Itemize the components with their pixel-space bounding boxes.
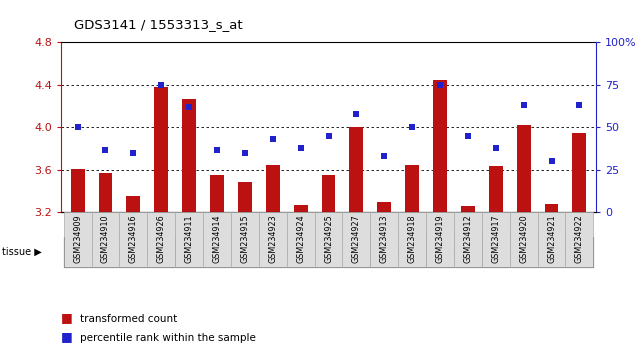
- Bar: [175, 237, 370, 267]
- Bar: [231, 212, 259, 267]
- Text: GSM234925: GSM234925: [324, 214, 333, 263]
- Text: cecum: cecum: [440, 248, 468, 257]
- Point: [546, 159, 556, 164]
- Bar: [370, 237, 426, 267]
- Bar: [398, 212, 426, 267]
- Bar: [294, 205, 308, 212]
- Bar: [175, 212, 203, 267]
- Text: GSM234914: GSM234914: [213, 214, 222, 263]
- Text: GSM234911: GSM234911: [185, 214, 194, 263]
- Bar: [510, 212, 538, 267]
- Bar: [99, 173, 112, 212]
- Bar: [405, 165, 419, 212]
- Bar: [238, 182, 252, 212]
- Text: sigmoid colon: sigmoid colon: [90, 248, 149, 257]
- Point: [184, 104, 194, 110]
- Bar: [342, 212, 370, 267]
- Point: [101, 147, 111, 152]
- Bar: [538, 212, 565, 267]
- Bar: [482, 237, 594, 267]
- Text: GSM234916: GSM234916: [129, 214, 138, 263]
- Text: ascending colon: ascending colon: [364, 248, 433, 257]
- Bar: [287, 212, 315, 267]
- Text: GSM234920: GSM234920: [519, 214, 528, 263]
- Bar: [565, 212, 594, 267]
- Text: rectum: rectum: [258, 248, 288, 257]
- Bar: [71, 169, 85, 212]
- Bar: [259, 212, 287, 267]
- Text: GSM234917: GSM234917: [491, 214, 500, 263]
- Bar: [426, 212, 454, 267]
- Text: GSM234927: GSM234927: [352, 214, 361, 263]
- Bar: [349, 127, 363, 212]
- Bar: [572, 133, 587, 212]
- Text: GSM234910: GSM234910: [101, 214, 110, 263]
- Text: GSM234913: GSM234913: [379, 214, 388, 263]
- Bar: [454, 212, 482, 267]
- Bar: [126, 196, 140, 212]
- Bar: [482, 212, 510, 267]
- Bar: [63, 237, 175, 267]
- Point: [156, 82, 167, 88]
- Bar: [315, 212, 342, 267]
- Bar: [489, 166, 503, 212]
- Text: GSM234918: GSM234918: [408, 214, 417, 263]
- Bar: [210, 175, 224, 212]
- Text: GSM234909: GSM234909: [73, 214, 82, 263]
- Text: percentile rank within the sample: percentile rank within the sample: [80, 333, 256, 343]
- Text: ■: ■: [61, 311, 72, 324]
- Bar: [63, 212, 92, 267]
- Bar: [266, 165, 279, 212]
- Point: [574, 103, 585, 108]
- Text: transformed count: transformed count: [80, 314, 178, 324]
- Bar: [322, 175, 335, 212]
- Point: [407, 125, 417, 130]
- Point: [296, 145, 306, 151]
- Bar: [378, 202, 391, 212]
- Bar: [461, 206, 475, 212]
- Point: [463, 133, 473, 139]
- Point: [268, 137, 278, 142]
- Point: [490, 145, 501, 151]
- Bar: [433, 80, 447, 212]
- Text: GDS3141 / 1553313_s_at: GDS3141 / 1553313_s_at: [74, 18, 242, 31]
- Text: GSM234926: GSM234926: [157, 214, 166, 263]
- Bar: [545, 204, 558, 212]
- Point: [212, 147, 222, 152]
- Bar: [426, 237, 482, 267]
- Text: ■: ■: [61, 330, 72, 343]
- Bar: [517, 125, 531, 212]
- Text: GSM234915: GSM234915: [240, 214, 249, 263]
- Text: GSM234919: GSM234919: [435, 214, 444, 263]
- Point: [379, 154, 389, 159]
- Text: tissue ▶: tissue ▶: [2, 247, 42, 257]
- Bar: [182, 99, 196, 212]
- Text: GSM234921: GSM234921: [547, 214, 556, 263]
- Point: [435, 82, 445, 88]
- Bar: [92, 212, 119, 267]
- Point: [128, 150, 138, 156]
- Point: [519, 103, 529, 108]
- Point: [323, 133, 333, 139]
- Point: [72, 125, 83, 130]
- Bar: [147, 212, 175, 267]
- Bar: [119, 212, 147, 267]
- Text: GSM234922: GSM234922: [575, 214, 584, 263]
- Text: GSM234923: GSM234923: [269, 214, 278, 263]
- Text: GSM234912: GSM234912: [463, 214, 472, 263]
- Point: [351, 111, 362, 117]
- Point: [240, 150, 250, 156]
- Bar: [370, 212, 398, 267]
- Bar: [154, 87, 168, 212]
- Text: transverse colon: transverse colon: [503, 248, 572, 257]
- Text: GSM234924: GSM234924: [296, 214, 305, 263]
- Bar: [203, 212, 231, 267]
